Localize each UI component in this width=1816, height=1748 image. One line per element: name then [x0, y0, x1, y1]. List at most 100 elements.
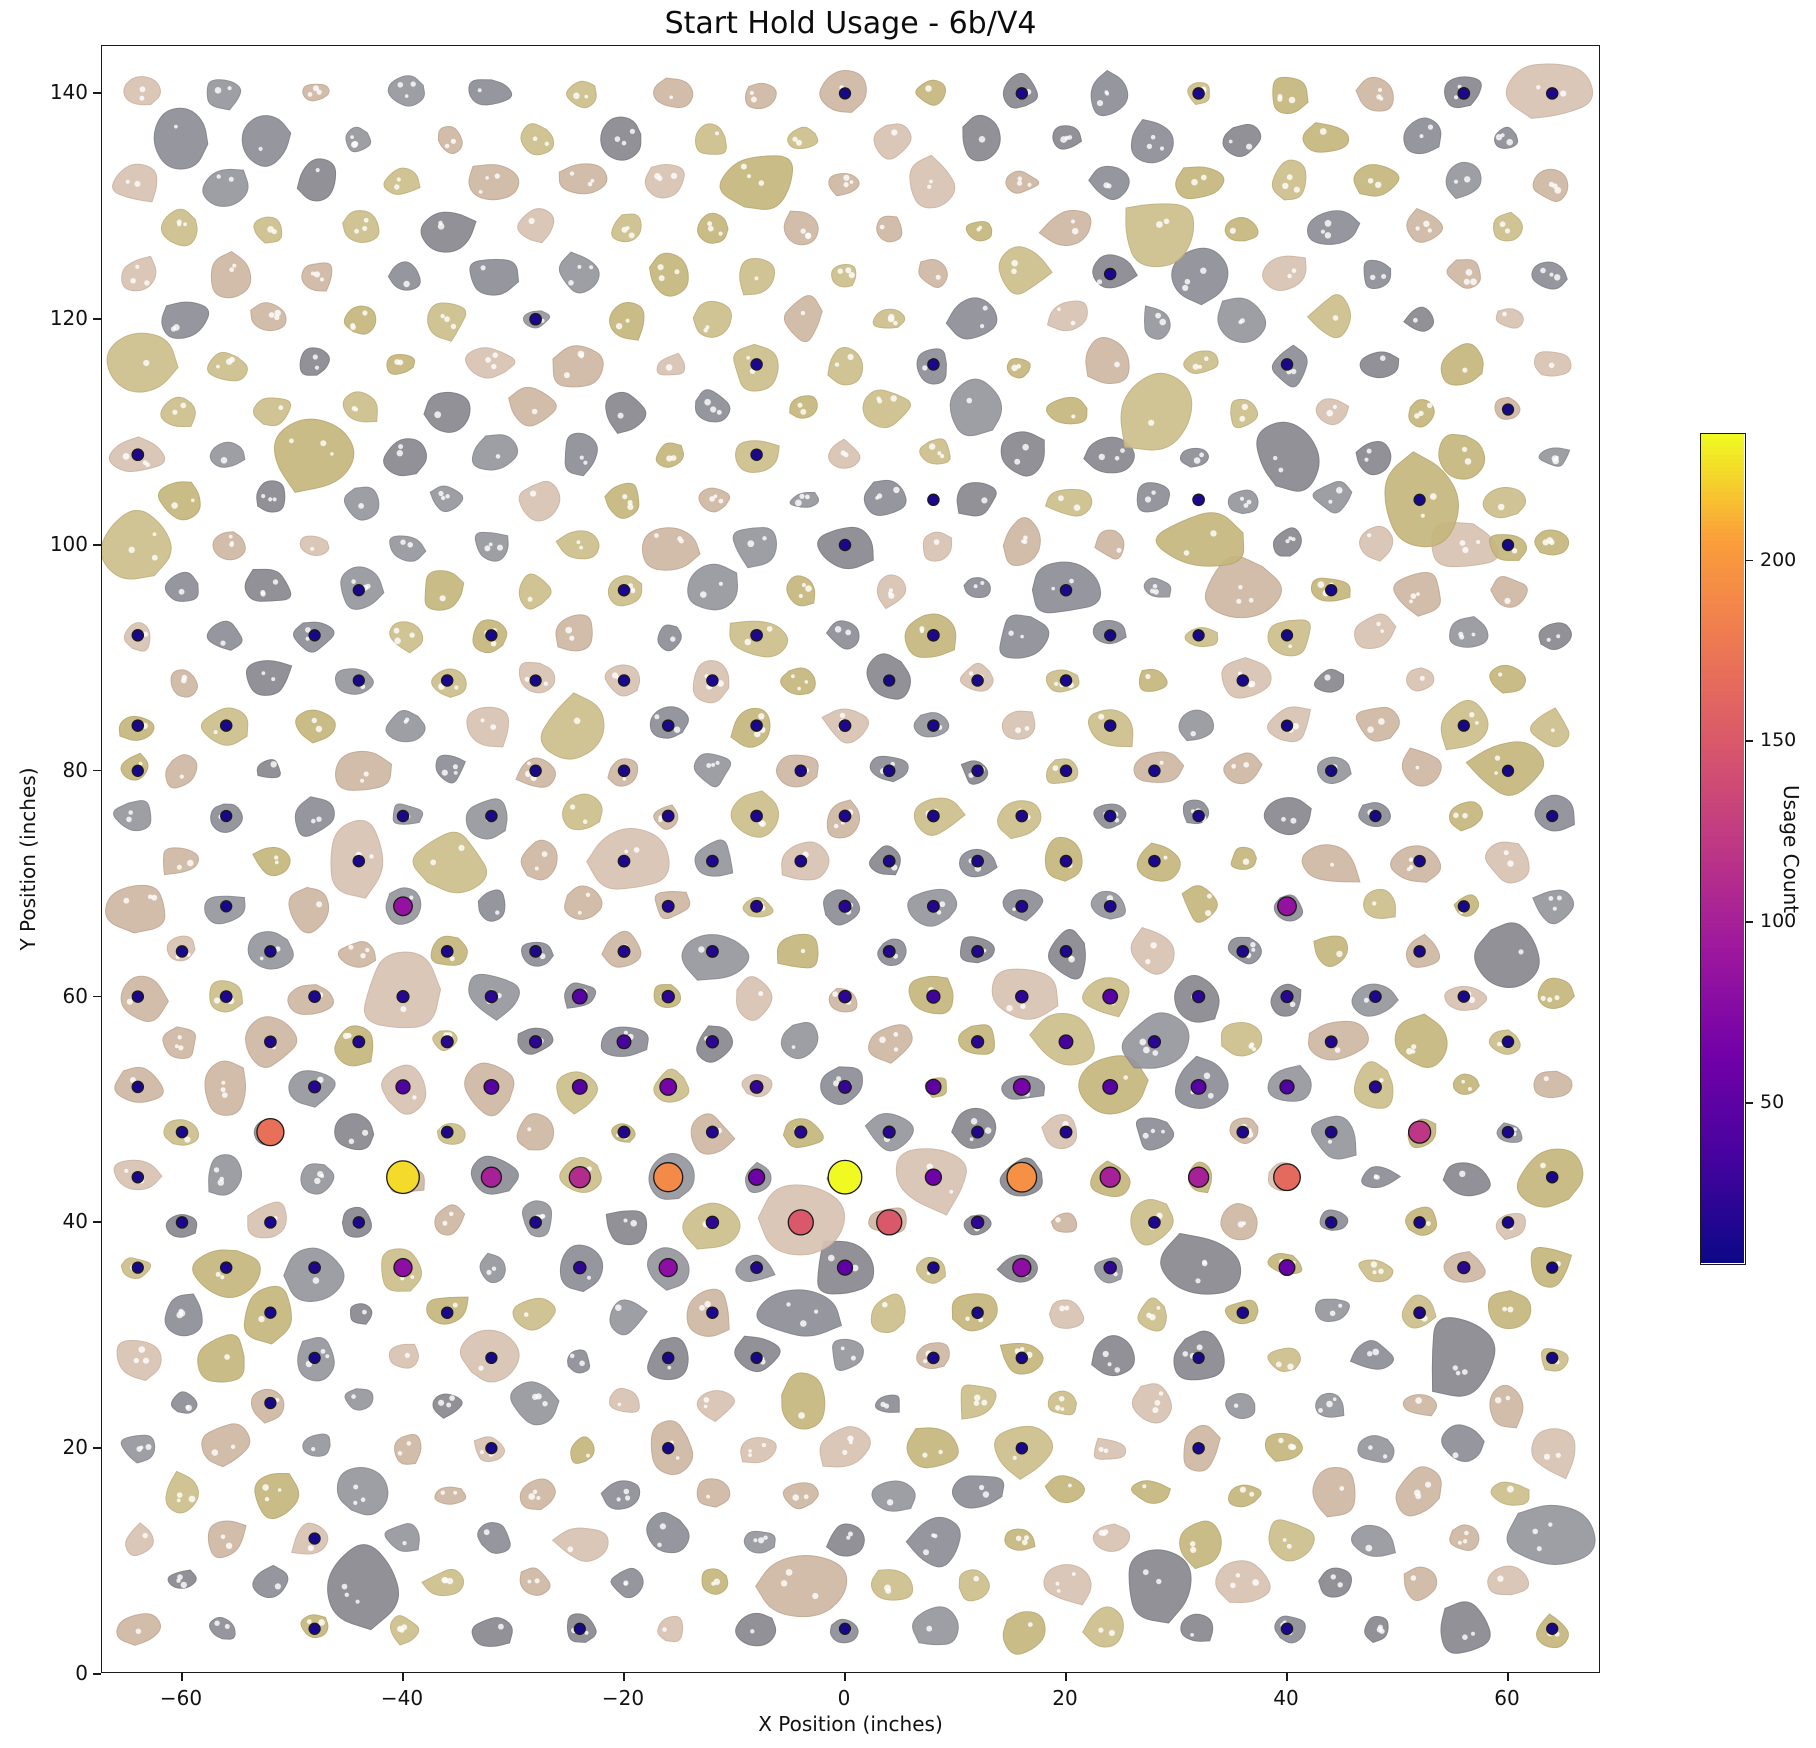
data-point[interactable] [1236, 945, 1250, 958]
data-point[interactable] [706, 1306, 719, 1319]
data-point[interactable] [705, 944, 719, 958]
data-point[interactable] [971, 1306, 984, 1319]
data-point[interactable] [1103, 809, 1117, 823]
data-point[interactable] [1236, 1125, 1250, 1139]
data-point[interactable] [308, 990, 321, 1003]
data-point[interactable] [661, 1351, 675, 1365]
data-point[interactable] [882, 854, 896, 868]
data-point[interactable] [175, 1216, 189, 1229]
data-point[interactable] [571, 1078, 588, 1095]
data-point[interactable] [838, 1622, 852, 1635]
data-point[interactable] [131, 990, 145, 1003]
data-point[interactable] [883, 674, 896, 687]
data-point[interactable] [927, 493, 940, 507]
data-point[interactable] [396, 809, 410, 823]
data-point[interactable] [175, 945, 189, 958]
data-point[interactable] [220, 900, 233, 913]
data-point[interactable] [264, 1396, 277, 1410]
data-point[interactable] [794, 1125, 808, 1139]
data-point[interactable] [1059, 764, 1073, 778]
data-point[interactable] [1103, 719, 1117, 732]
data-point[interactable] [483, 1078, 500, 1095]
data-point[interactable] [1546, 1261, 1559, 1274]
data-point[interactable] [308, 1532, 321, 1545]
data-point[interactable] [573, 1260, 587, 1275]
data-point[interactable] [1102, 1078, 1119, 1095]
data-point[interactable] [1457, 719, 1470, 732]
data-point[interactable] [1058, 1034, 1074, 1050]
data-point[interactable] [1501, 1035, 1515, 1049]
data-point[interactable] [927, 719, 940, 732]
data-point[interactable] [393, 896, 413, 917]
data-point[interactable] [1324, 1125, 1338, 1139]
data-point[interactable] [529, 312, 542, 326]
data-point[interactable] [1104, 629, 1117, 642]
data-point[interactable] [1278, 1259, 1296, 1277]
data-point[interactable] [927, 1261, 940, 1274]
data-point[interactable] [131, 1261, 144, 1274]
data-point[interactable] [1457, 1260, 1471, 1275]
data-point[interactable] [750, 628, 763, 642]
data-point[interactable] [1103, 899, 1117, 913]
data-point[interactable] [838, 1079, 852, 1094]
data-point[interactable] [750, 809, 763, 823]
data-point[interactable] [747, 1168, 766, 1186]
data-point[interactable] [1099, 1166, 1121, 1188]
data-point[interactable] [1147, 1035, 1162, 1049]
data-point[interactable] [1015, 1351, 1029, 1365]
data-point[interactable] [971, 674, 984, 687]
data-point[interactable] [1280, 719, 1294, 732]
plot-area[interactable] [101, 45, 1600, 1673]
data-point[interactable] [882, 1125, 896, 1139]
data-point[interactable] [617, 854, 631, 868]
data-point[interactable] [1190, 1078, 1207, 1095]
data-point[interactable] [750, 899, 764, 913]
data-point[interactable] [617, 674, 631, 687]
data-point[interactable] [1546, 1622, 1559, 1635]
data-point[interactable] [352, 584, 365, 597]
data-point[interactable] [386, 1160, 420, 1195]
data-point[interactable] [1192, 1351, 1205, 1365]
data-point[interactable] [661, 719, 675, 732]
data-point[interactable] [705, 1125, 719, 1139]
data-point[interactable] [175, 1125, 189, 1139]
data-point[interactable] [264, 945, 277, 958]
data-point[interactable] [529, 764, 542, 778]
data-point[interactable] [1015, 87, 1029, 100]
data-point[interactable] [1325, 764, 1338, 777]
data-point[interactable] [1280, 358, 1294, 371]
data-point[interactable] [440, 945, 454, 958]
data-point[interactable] [131, 629, 145, 642]
data-point[interactable] [219, 990, 233, 1003]
data-point[interactable] [659, 1077, 678, 1096]
data-point[interactable] [1015, 1441, 1029, 1455]
data-point[interactable] [661, 809, 675, 823]
data-point[interactable] [750, 719, 763, 732]
data-point[interactable] [484, 989, 499, 1004]
data-point[interactable] [838, 719, 852, 732]
data-point[interactable] [971, 944, 985, 958]
data-point[interactable] [395, 1079, 411, 1095]
data-point[interactable] [485, 1351, 498, 1365]
data-point[interactable] [926, 989, 941, 1004]
data-point[interactable] [1369, 809, 1382, 823]
data-point[interactable] [1368, 1080, 1382, 1094]
data-point[interactable] [926, 899, 940, 913]
data-point[interactable] [971, 1125, 985, 1139]
data-point[interactable] [827, 1159, 863, 1195]
data-point[interactable] [927, 628, 940, 642]
data-point[interactable] [970, 1215, 985, 1230]
data-point[interactable] [220, 809, 233, 823]
data-point[interactable] [308, 1622, 321, 1635]
data-point[interactable] [264, 1306, 277, 1319]
data-point[interactable] [352, 1035, 366, 1049]
data-point[interactable] [661, 899, 675, 913]
data-point[interactable] [396, 990, 410, 1004]
data-point[interactable] [705, 1035, 720, 1049]
data-point[interactable] [568, 1166, 591, 1189]
data-point[interactable] [836, 1259, 854, 1276]
data-point[interactable] [971, 854, 984, 868]
data-point[interactable] [617, 944, 631, 958]
data-point[interactable] [924, 1168, 943, 1186]
data-point[interactable] [1545, 1170, 1559, 1184]
